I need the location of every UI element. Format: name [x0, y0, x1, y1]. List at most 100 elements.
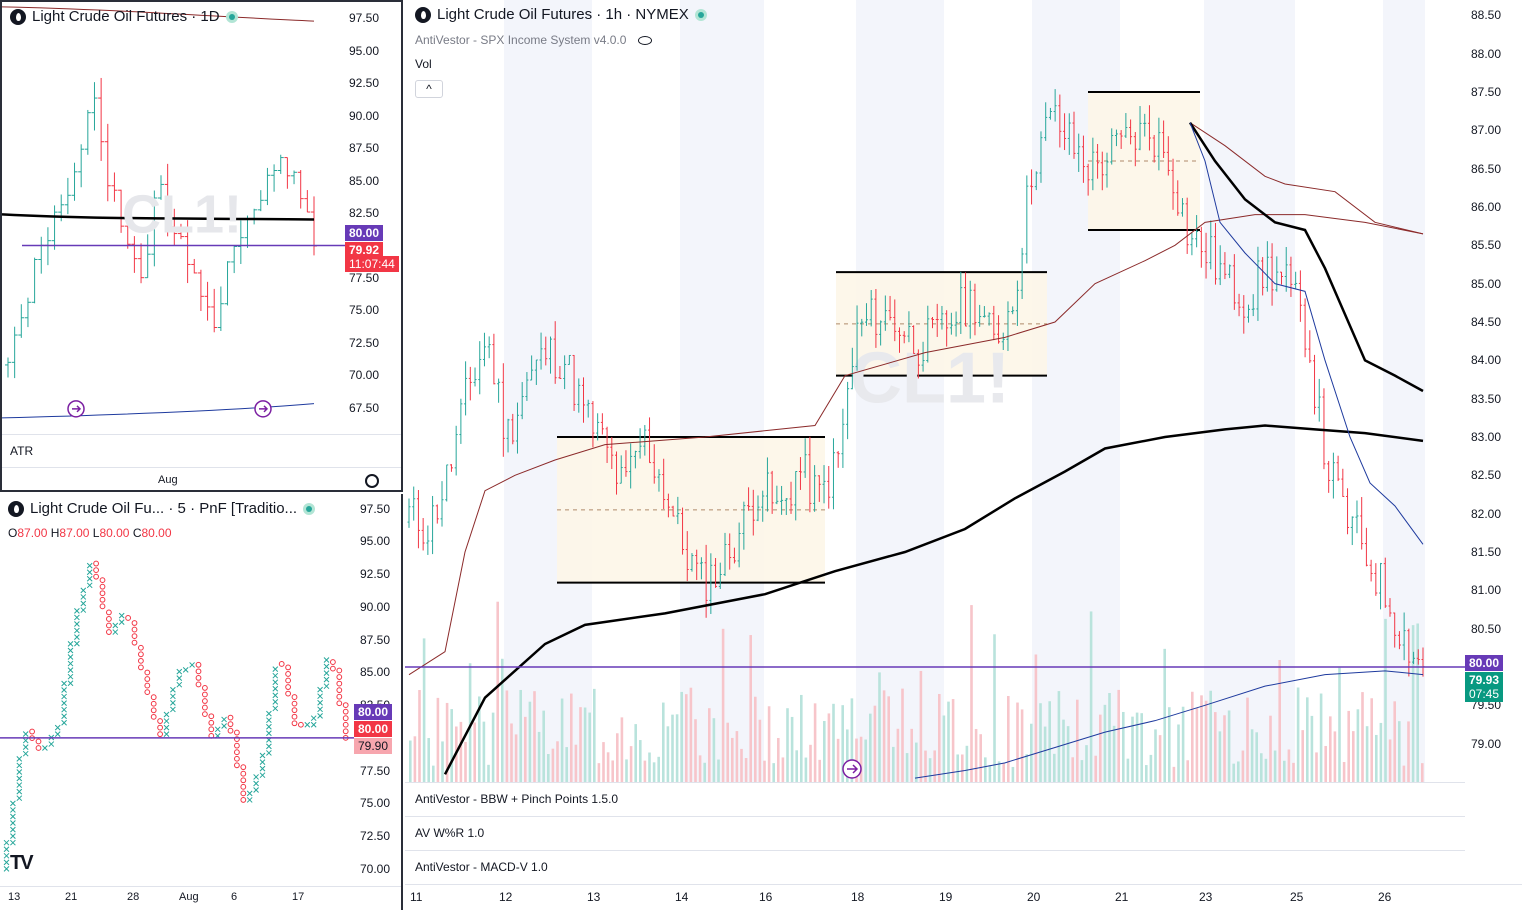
volume-bar	[933, 750, 936, 782]
pnf-chart-canvas[interactable]	[0, 494, 401, 910]
pnf-x-mark	[266, 750, 272, 756]
volume-bar	[1411, 625, 1415, 782]
ohlc-close-value: 80.00	[141, 526, 172, 540]
volume-bar	[657, 756, 660, 782]
volume-bar	[1043, 726, 1047, 782]
volume-bar	[514, 734, 518, 782]
session-shading	[856, 0, 944, 782]
pnf-o-mark	[93, 560, 99, 567]
volume-bar	[1283, 760, 1286, 782]
volume-legend[interactable]: Vol	[415, 57, 432, 71]
volume-bar	[445, 702, 449, 782]
volume-bar	[496, 601, 499, 782]
volume-bar	[979, 734, 982, 782]
ohlc-open-value: 87.00	[17, 526, 48, 540]
eye-off-icon[interactable]	[637, 36, 652, 46]
pnf-x-mark	[266, 723, 272, 730]
pnf-x-mark	[80, 594, 87, 600]
pnf-chart-panel[interactable]: Light Crude Oil Fu... · 5 · PnF [Traditi…	[0, 494, 403, 910]
upper-band-line	[408, 214, 1424, 676]
market-status-icon	[225, 10, 238, 23]
pnf-x-mark	[259, 765, 266, 772]
pnf-o-mark	[150, 700, 157, 707]
main-chart-canvas[interactable]: CL1!	[405, 0, 1522, 910]
pnf-o-mark	[240, 790, 247, 797]
volume-bar	[726, 722, 729, 782]
pnf-x-mark	[10, 807, 16, 813]
pnf-x-mark	[67, 667, 74, 673]
price-tick-label: 95.00	[349, 43, 380, 58]
price-tick-label: 81.00	[1471, 583, 1502, 598]
pnf-o-mark	[99, 583, 106, 590]
volume-bar	[675, 714, 679, 782]
volume-bar	[1030, 723, 1033, 782]
pnf-x-mark	[48, 741, 55, 747]
volume-bar	[629, 746, 633, 782]
volume-bar	[551, 748, 555, 782]
pnf-o-mark	[138, 651, 144, 658]
pnf-o-mark	[336, 693, 343, 700]
volume-bar	[547, 754, 550, 782]
pnf-last-price-tag: 80.00	[354, 721, 393, 737]
time-tick-label: 21	[1115, 890, 1129, 904]
volume-bar	[809, 744, 812, 782]
price-tick-label: 86.50	[1471, 161, 1502, 176]
volume-bar	[689, 687, 693, 782]
pnf-o-mark	[131, 620, 138, 626]
volume-bar	[1421, 763, 1424, 782]
main-chart-panel[interactable]: CL1! Light Crude Oil Futures · 1h · NYME…	[405, 0, 1522, 910]
pnf-o-mark	[285, 677, 292, 684]
volume-bar	[777, 737, 780, 782]
pnf-x-mark	[22, 731, 29, 737]
time-tick-label: 20	[1027, 890, 1041, 904]
pnf-o-mark	[291, 694, 298, 700]
indicator-legend-spx[interactable]: AntiVestor - SPX Income System v4.0.0	[415, 33, 652, 47]
volume-bar	[698, 755, 702, 782]
price-tick-label: 92.50	[349, 76, 380, 91]
price-tick-label: 67.50	[349, 400, 380, 415]
pnf-x-mark	[74, 627, 80, 634]
volume-bar	[611, 760, 614, 782]
daily-chart-title-row: Light Crude Oil Futures · 1D	[10, 8, 238, 25]
pnf-o-mark	[144, 682, 151, 689]
volume-bar	[974, 728, 978, 782]
volume-bar	[1347, 710, 1350, 782]
pnf-x-mark	[272, 666, 279, 672]
main-watermark: CL1!	[850, 339, 1010, 419]
daily-chart-canvas[interactable]: CL1!	[2, 2, 401, 490]
volume-bar	[924, 750, 927, 782]
volume-bar	[997, 761, 1001, 782]
daily-chart-panel[interactable]: CL1! Light Crude Oil Futures · 1D ATR Au…	[0, 0, 403, 492]
bbw-pane-label[interactable]: AntiVestor - BBW + Pinch Points 1.5.0	[415, 792, 619, 806]
volume-bar	[459, 721, 463, 782]
volume-bar	[680, 691, 683, 782]
pnf-o-mark	[35, 745, 42, 751]
pnf-o-mark	[150, 707, 157, 714]
gear-icon[interactable]	[365, 474, 379, 488]
volume-bar	[749, 635, 752, 782]
collapse-legend-button[interactable]: ^	[415, 80, 443, 98]
macd-pane-label[interactable]: AntiVestor - MACD-V 1.0	[415, 860, 548, 874]
pnf-x-mark	[80, 607, 87, 613]
volume-bar	[1168, 707, 1171, 782]
volume-bar	[763, 760, 766, 782]
volume-bar	[1057, 691, 1061, 782]
pnf-o-mark	[291, 720, 298, 727]
volume-bar	[772, 763, 775, 782]
volume-bar	[1080, 760, 1084, 782]
pane-divider[interactable]	[405, 816, 1465, 817]
volume-bar	[901, 688, 904, 782]
volume-bar	[905, 753, 909, 782]
pane-divider[interactable]	[405, 850, 1465, 851]
pane-divider[interactable]	[405, 782, 1465, 783]
long-ma-line	[443, 424, 1424, 775]
wr-pane-label[interactable]: AV W%R 1.0	[415, 826, 485, 840]
pnf-o-mark	[125, 615, 132, 621]
daily-x-tick: Aug	[158, 474, 178, 486]
volume-bar	[1379, 722, 1383, 782]
pnf-x-mark	[259, 759, 266, 765]
volume-bar	[864, 739, 867, 782]
time-tick-label: 26	[1378, 890, 1392, 904]
volume-bar	[717, 759, 720, 782]
pane-divider[interactable]	[2, 434, 401, 435]
